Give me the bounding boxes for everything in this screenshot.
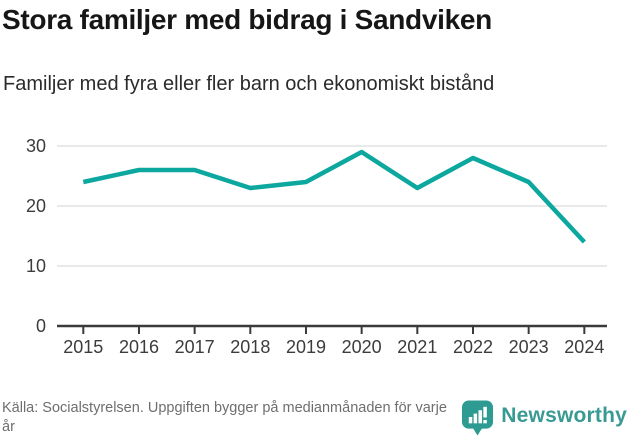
footer: Källa: Socialstyrelsen. Uppgiften bygger… (2, 399, 629, 437)
newsworthy-logo-icon (462, 400, 494, 436)
source-credit: Källa: Socialstyrelsen. Uppgiften bygger… (2, 399, 447, 435)
x-tick-label: 2023 (509, 337, 549, 357)
y-tick-label: 10 (26, 256, 46, 276)
newsworthy-logo: Newsworthy (461, 399, 629, 437)
x-tick-label: 2019 (286, 337, 326, 357)
x-tick-label: 2015 (63, 337, 103, 357)
y-tick-label: 20 (26, 196, 46, 216)
x-tick-label: 2020 (342, 337, 382, 357)
x-tick-label: 2018 (230, 337, 270, 357)
newsworthy-wordmark: Newsworthy (501, 403, 627, 427)
x-tick-label: 2017 (175, 337, 215, 357)
data-line-series (82, 149, 586, 244)
x-tick-label: 2024 (564, 337, 604, 357)
y-tick-label: 30 (26, 136, 46, 156)
x-tick-label: 2022 (453, 337, 493, 357)
x-tick-label: 2021 (397, 337, 437, 357)
x-tick-label: 2016 (119, 337, 159, 357)
line-chart: 0 10 20 30 2015 2016 2017 2018 2019 2020 2021 2022 2… (26, 136, 607, 357)
y-tick-label: 0 (36, 316, 46, 336)
page-title: Stora familjer med bidrag i Sandviken (2, 4, 492, 35)
page-subtitle: Familjer med fyra eller fler barn och ek… (3, 73, 495, 95)
